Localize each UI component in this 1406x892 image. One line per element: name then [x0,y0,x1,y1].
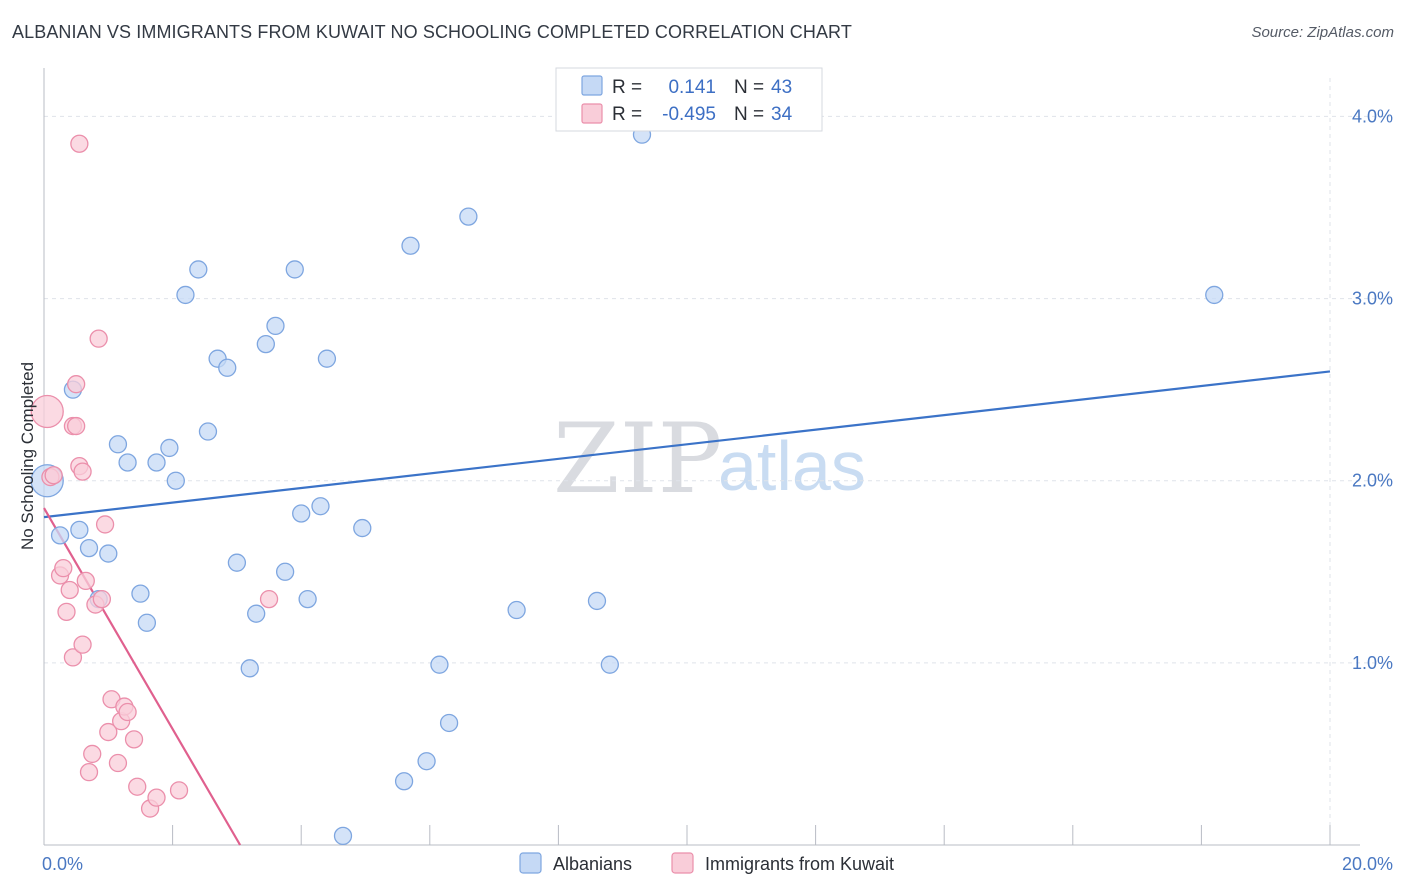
y-tick-label-3: 4.0% [1352,106,1393,126]
series-legend-label-kuwait: Immigrants from Kuwait [705,854,894,874]
kuwait-point-4 [54,558,73,578]
x-tick-label-0: 0.0% [42,854,83,874]
series-legend-label-albanians: Albanians [553,854,632,874]
albanians-point-19 [227,553,247,572]
kuwait-point-27 [118,702,137,722]
kuwait-point-29 [128,777,147,796]
albanians-point-30 [333,826,353,846]
kuwait-point-2 [44,466,63,485]
albanians-point-20 [240,659,259,678]
albanians-point-4 [79,538,99,558]
legend-swatch-albanians [581,75,603,96]
albanians-point-41 [1205,285,1224,305]
albanians-point-39 [587,591,607,611]
albanians-point-34 [417,752,436,771]
data-points [30,125,1224,846]
albanians-point-36 [439,713,459,733]
y-tick-label-2: 3.0% [1352,289,1393,309]
y-tick-label-0: 1.0% [1352,653,1393,673]
watermark-zip: ZIP [553,403,722,515]
albanians-point-27 [298,589,317,609]
albanians-point-3 [70,520,89,540]
kuwait-point-5 [57,602,76,622]
albanians-point-24 [275,562,295,581]
legend-r-label-kuwait: R = [612,104,642,125]
source-label: Source: ZipAtlas.com [1251,24,1394,41]
albanians-point-1 [50,526,70,545]
albanians-point-9 [131,584,150,603]
albanians-point-23 [266,316,285,336]
legend-r-value-kuwait: -0.495 [662,104,716,125]
axes [43,68,1360,846]
albanians-point-11 [147,453,166,472]
albanians-point-25 [285,260,304,279]
albanians-point-33 [401,236,420,255]
kuwait-point-31 [147,788,166,807]
kuwait-point-17 [83,744,102,764]
chart-title: ALBANIAN VS IMMIGRANTS FROM KUWAIT NO SC… [12,22,852,42]
kuwait-point-8 [67,375,86,394]
albanians-point-14 [176,285,195,305]
albanians-point-38 [507,600,526,620]
albanians-point-40 [600,655,619,674]
kuwait-point-15 [76,571,95,591]
albanians-point-32 [394,772,414,791]
series-legend-swatch-kuwait [671,852,694,874]
albanians-point-21 [247,604,266,623]
kuwait-point-33 [259,589,279,609]
albanians-trend-line [43,370,1331,519]
kuwait-point-12 [73,462,92,481]
x-tick-label-1: 20.0% [1342,854,1393,874]
kuwait-point-6 [60,580,79,600]
kuwait-point-16 [79,762,99,782]
kuwait-point-22 [99,722,118,742]
legend-n-label-albanians: N = [734,77,764,98]
kuwait-trend-line [43,507,242,846]
kuwait-point-0 [30,394,64,429]
tick-labels: 1.0% 2.0% 3.0% 4.0% 0.0% 20.0% [42,106,1393,874]
kuwait-point-21 [95,515,115,534]
albanians-point-31 [353,518,372,538]
albanians-point-13 [166,471,185,490]
albanians-point-15 [189,260,208,279]
albanians-point-35 [430,655,449,674]
legend-r-value-albanians: 0.141 [668,77,716,98]
kuwait-point-14 [73,635,92,654]
legend-n-label-kuwait: N = [734,104,764,125]
kuwait-point-24 [108,753,128,773]
watermark-atlas: atlas [718,427,866,505]
albanians-point-26 [292,504,311,523]
correlation-legend: R = 0.141 N = 43 R = -0.495 N = 34 [555,67,823,132]
legend-r-label-albanians: R = [612,77,642,98]
kuwait-point-13 [70,134,89,153]
legend-n-value-albanians: 43 [771,77,792,98]
albanians-point-29 [317,349,337,368]
albanians-point-16 [198,422,218,441]
kuwait-point-20 [92,589,112,609]
albanians-point-37 [459,207,478,226]
legend-n-value-kuwait: 34 [771,104,793,125]
kuwait-point-9 [63,648,83,667]
kuwait-point-19 [89,329,108,348]
y-axis-title: No Schooling Completed [18,362,37,550]
albanians-point-28 [311,497,330,516]
albanians-point-10 [137,613,157,632]
series-legend-swatch-albanians [519,852,542,874]
albanians-point-6 [99,544,118,563]
y-tick-label-1: 2.0% [1352,471,1393,491]
kuwait-point-10 [67,416,86,436]
albanians-point-18 [218,358,237,377]
albanians-point-22 [256,334,275,354]
series-legend: Albanians Immigrants from Kuwait [519,852,894,874]
legend-swatch-kuwait [581,103,603,124]
albanians-point-8 [118,453,137,472]
albanians-point-12 [160,438,179,458]
kuwait-point-28 [124,730,144,749]
kuwait-point-32 [169,781,189,800]
albanians-point-7 [108,435,128,454]
trend-lines [43,370,1331,846]
